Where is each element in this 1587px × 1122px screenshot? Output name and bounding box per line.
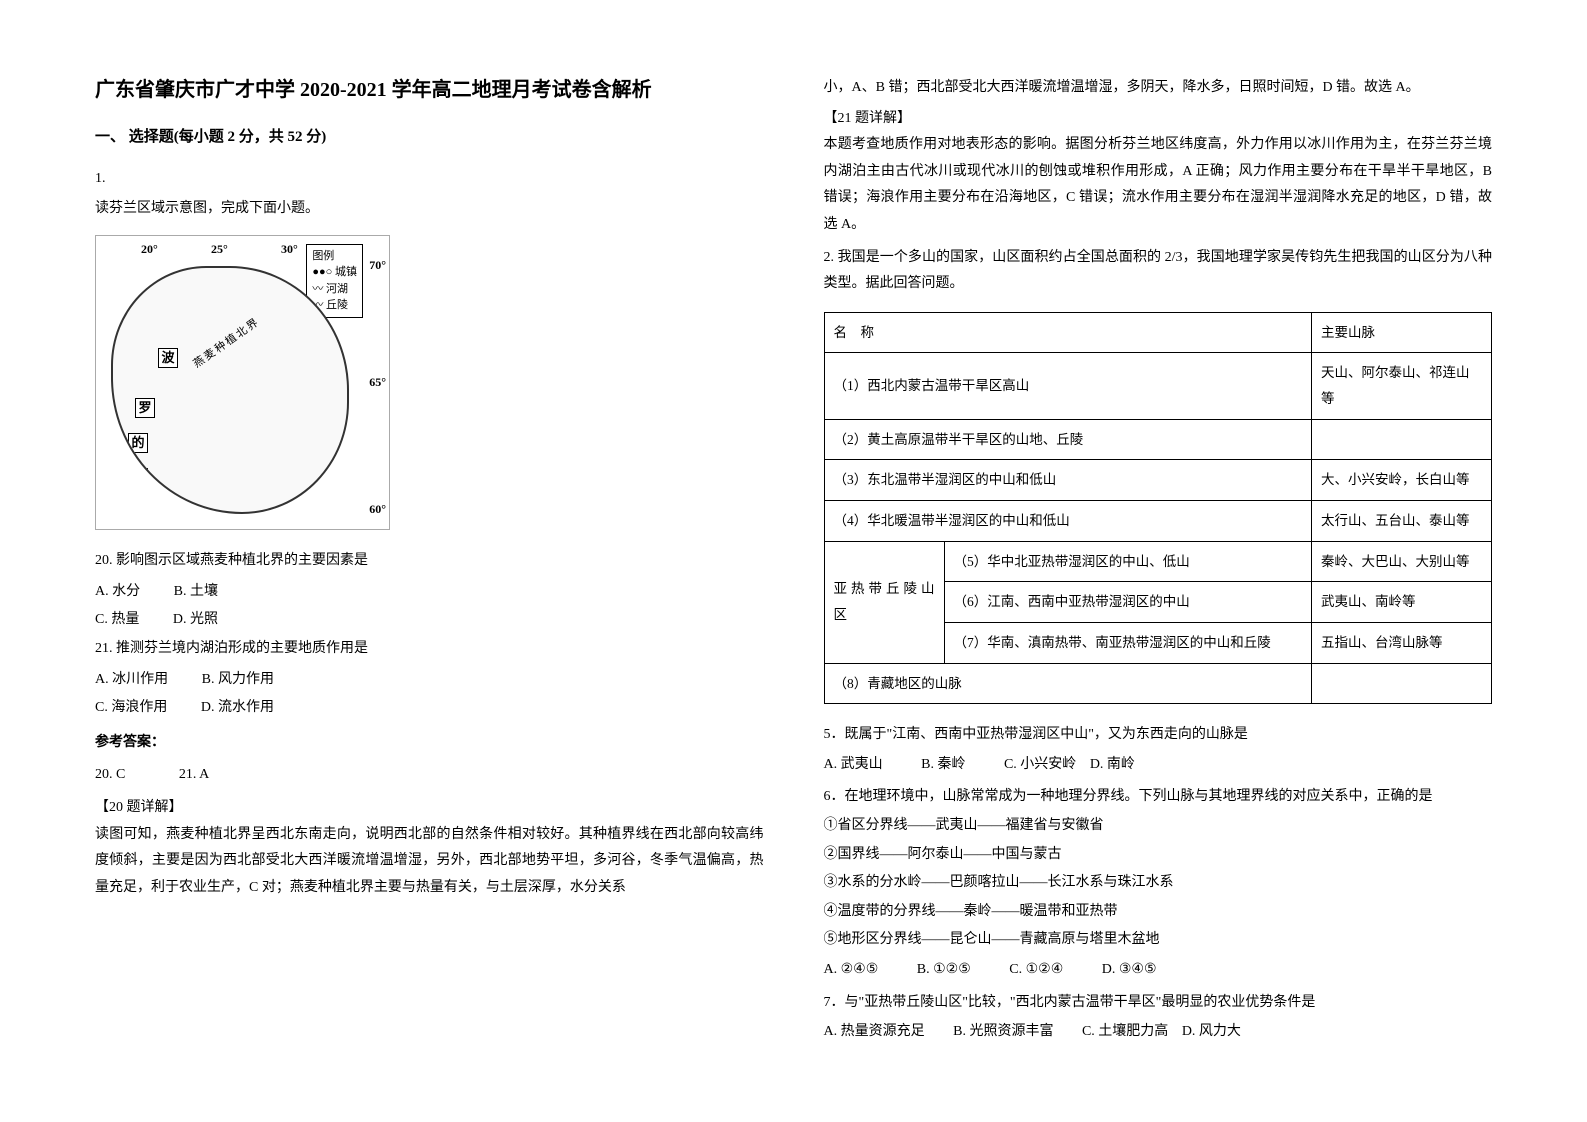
q21-optD: D. 流水作用 bbox=[201, 695, 274, 722]
cell-r8-range bbox=[1312, 663, 1492, 704]
cell-r2-range bbox=[1312, 419, 1492, 460]
mountain-types-table: 名 称 主要山脉 （1）西北内蒙古温带干旱区高山 天山、阿尔泰山、祁连山等 （2… bbox=[824, 312, 1493, 704]
exp20-body: 读图可知，燕麦种植北界呈西北东南走向，说明西北部的自然条件相对较好。其种植界线在… bbox=[95, 822, 764, 902]
table-header-row: 名 称 主要山脉 bbox=[824, 312, 1492, 353]
q6-optC: C. ①②④ bbox=[1009, 957, 1063, 984]
q5-optB: B. 秦岭 bbox=[921, 752, 965, 779]
q20-row1: A. 水分 B. 土壤 bbox=[95, 579, 764, 606]
q6-item4: ④温度带的分界线——秦岭——暖温带和亚热带 bbox=[824, 899, 1493, 926]
cell-r5-range: 秦岭、大巴山、大别山等 bbox=[1312, 541, 1492, 582]
cell-r1-name: （1）西北内蒙古温带干旱区高山 bbox=[824, 353, 1312, 419]
q20-optD: D. 光照 bbox=[173, 607, 218, 634]
ans20: 20. C bbox=[95, 762, 125, 789]
exp21-body: 本题考查地质作用对地表形态的影响。据图分析芬兰地区纬度高，外力作用以冰川作用为主… bbox=[824, 132, 1493, 238]
q6-prompt: 6．在地理环境中，山脉常常成为一种地理分界线。下列山脉与其地理界线的对应关系中，… bbox=[824, 784, 1493, 811]
q6-item1: ①省区分界线——武夷山——福建省与安徽省 bbox=[824, 813, 1493, 840]
map-outline: 波 罗 的 海 燕麦种植北界 bbox=[111, 266, 349, 514]
cell-r8-name: （8）青藏地区的山脉 bbox=[824, 663, 1312, 704]
page-container: 广东省肇庆市广才中学 2020-2021 学年高二地理月考试卷含解析 一、 选择… bbox=[95, 75, 1492, 1047]
q21-prompt: 21. 推测芬兰境内湖泊形成的主要地质作用是 bbox=[95, 636, 764, 663]
q6-options: A. ②④⑤ B. ①②⑤ C. ①②④ D. ③④⑤ bbox=[824, 957, 1493, 984]
group-label: 亚 热 带 丘 陵 山 区 bbox=[824, 541, 944, 663]
lon-label: 30° bbox=[281, 238, 298, 261]
q6-item5: ⑤地形区分界线——昆仑山——青藏高原与塔里木盆地 bbox=[824, 927, 1493, 954]
left-column: 广东省肇庆市广才中学 2020-2021 学年高二地理月考试卷含解析 一、 选择… bbox=[95, 75, 764, 1047]
table-row: 亚 热 带 丘 陵 山 区 （5）华中北亚热带湿润区的中山、低山 秦岭、大巴山、… bbox=[824, 541, 1492, 582]
sea-label: 罗 bbox=[135, 398, 155, 418]
cell-r3-range: 大、小兴安岭，长白山等 bbox=[1312, 460, 1492, 501]
ans21: 21. A bbox=[179, 762, 209, 789]
q21-optB: B. 风力作用 bbox=[202, 667, 274, 694]
finland-map: 20° 25° 30° 70° 65° 60° 图例 ●●○ 城镇 〰 河湖 〰… bbox=[95, 235, 390, 530]
legend-city: ●●○ 城镇 bbox=[312, 264, 357, 281]
lon-label: 25° bbox=[211, 238, 228, 261]
sea-label: 海 bbox=[128, 468, 148, 488]
lat-label: 60° bbox=[369, 498, 386, 521]
q1-stem: 读芬兰区域示意图，完成下面小题。 bbox=[95, 196, 764, 223]
table-row: （1）西北内蒙古温带干旱区高山 天山、阿尔泰山、祁连山等 bbox=[824, 353, 1492, 419]
legend-title: 图例 bbox=[312, 248, 357, 265]
lat-label: 65° bbox=[369, 371, 386, 394]
table-row: （4）华北暖温带半湿润区的中山和低山 太行山、五台山、泰山等 bbox=[824, 500, 1492, 541]
lon-label: 20° bbox=[141, 238, 158, 261]
cell-r7-name: （7）华南、滇南热带、南亚热带湿润区的中山和丘陵 bbox=[944, 622, 1312, 663]
lat-label: 70° bbox=[369, 254, 386, 277]
table-row: （2）黄土高原温带半干旱区的山地、丘陵 bbox=[824, 419, 1492, 460]
q5-options: A. 武夷山 B. 秦岭 C. 小兴安岭 D. 南岭 bbox=[824, 752, 1493, 779]
cell-r5-name: （5）华中北亚热带湿润区的中山、低山 bbox=[944, 541, 1312, 582]
section-heading: 一、 选择题(每小题 2 分，共 52 分) bbox=[95, 123, 764, 152]
document-title: 广东省肇庆市广才中学 2020-2021 学年高二地理月考试卷含解析 bbox=[95, 75, 764, 105]
oat-boundary-label: 燕麦种植北界 bbox=[189, 312, 265, 374]
q7-optC: C. 土壤肥力高 bbox=[1082, 1019, 1168, 1046]
q2-stem: 2. 我国是一个多山的国家，山区面积约占全国总面积的 2/3，我国地理学家吴传钧… bbox=[824, 245, 1493, 298]
q7-optA: A. 热量资源充足 bbox=[824, 1019, 925, 1046]
q21-optA: A. 冰川作用 bbox=[95, 667, 168, 694]
q7-options: A. 热量资源充足 B. 光照资源丰富 C. 土壤肥力高 D. 风力大 bbox=[824, 1019, 1493, 1046]
answer-heading: 参考答案： bbox=[95, 730, 764, 757]
q21-row1: A. 冰川作用 B. 风力作用 bbox=[95, 667, 764, 694]
cell-r7-range: 五指山、台湾山脉等 bbox=[1312, 622, 1492, 663]
q5-prompt: 5．既属于"江南、西南中亚热带湿润区中山"，又为东西走向的山脉是 bbox=[824, 722, 1493, 749]
cell-r2-name: （2）黄土高原温带半干旱区的山地、丘陵 bbox=[824, 419, 1312, 460]
q6-optD: D. ③④⑤ bbox=[1102, 957, 1157, 984]
cell-r6-range: 武夷山、南岭等 bbox=[1312, 582, 1492, 623]
q6-optB: B. ①②⑤ bbox=[917, 957, 971, 984]
q20-optB: B. 土壤 bbox=[174, 579, 218, 606]
cell-r1-range: 天山、阿尔泰山、祁连山等 bbox=[1312, 353, 1492, 419]
q1-number: 1. bbox=[95, 166, 764, 193]
q20-optA: A. 水分 bbox=[95, 579, 140, 606]
q5-optA: A. 武夷山 bbox=[824, 752, 883, 779]
sea-label: 波 bbox=[158, 348, 178, 368]
answer-row: 20. C 21. A bbox=[95, 762, 764, 789]
q6-item3: ③水系的分水岭——巴颜喀拉山——长江水系与珠江水系 bbox=[824, 870, 1493, 897]
exp20-body-cont: 小，A、B 错；西北部受北大西洋暖流增温增湿，多阴天，降水多，日照时间短，D 错… bbox=[824, 75, 1493, 102]
q21-row2: C. 海浪作用 D. 流水作用 bbox=[95, 695, 764, 722]
header-range: 主要山脉 bbox=[1312, 312, 1492, 353]
cell-r6-name: （6）江南、西南中亚热带湿润区的中山 bbox=[944, 582, 1312, 623]
q6-item2: ②国界线——阿尔泰山——中国与蒙古 bbox=[824, 842, 1493, 869]
legend-river: 〰 河湖 bbox=[312, 281, 357, 298]
header-name: 名 称 bbox=[824, 312, 1312, 353]
q20-optC: C. 热量 bbox=[95, 607, 139, 634]
q7-optB: B. 光照资源丰富 bbox=[953, 1019, 1053, 1046]
q5-optC: C. 小兴安岭 bbox=[1004, 752, 1076, 779]
table-row: （3）东北温带半湿润区的中山和低山 大、小兴安岭，长白山等 bbox=[824, 460, 1492, 501]
q6-optA: A. ②④⑤ bbox=[824, 957, 879, 984]
q5-optD: D. 南岭 bbox=[1090, 752, 1135, 779]
cell-r4-range: 太行山、五台山、泰山等 bbox=[1312, 500, 1492, 541]
cell-r3-name: （3）东北温带半湿润区的中山和低山 bbox=[824, 460, 1312, 501]
right-column: 小，A、B 错；西北部受北大西洋暖流增温增湿，多阴天，降水多，日照时间短，D 错… bbox=[824, 75, 1493, 1047]
q20-prompt: 20. 影响图示区域燕麦种植北界的主要因素是 bbox=[95, 548, 764, 575]
cell-r4-name: （4）华北暖温带半湿润区的中山和低山 bbox=[824, 500, 1312, 541]
q7-prompt: 7．与"亚热带丘陵山区"比较，"西北内蒙古温带干旱区"最明显的农业优势条件是 bbox=[824, 990, 1493, 1017]
exp20-head: 【20 题详解】 bbox=[95, 795, 764, 822]
exp21-head: 【21 题详解】 bbox=[824, 106, 1493, 133]
sea-label: 的 bbox=[128, 433, 148, 453]
table-row: （8）青藏地区的山脉 bbox=[824, 663, 1492, 704]
q21-optC: C. 海浪作用 bbox=[95, 695, 167, 722]
q7-optD: D. 风力大 bbox=[1182, 1019, 1241, 1046]
q20-row2: C. 热量 D. 光照 bbox=[95, 607, 764, 634]
